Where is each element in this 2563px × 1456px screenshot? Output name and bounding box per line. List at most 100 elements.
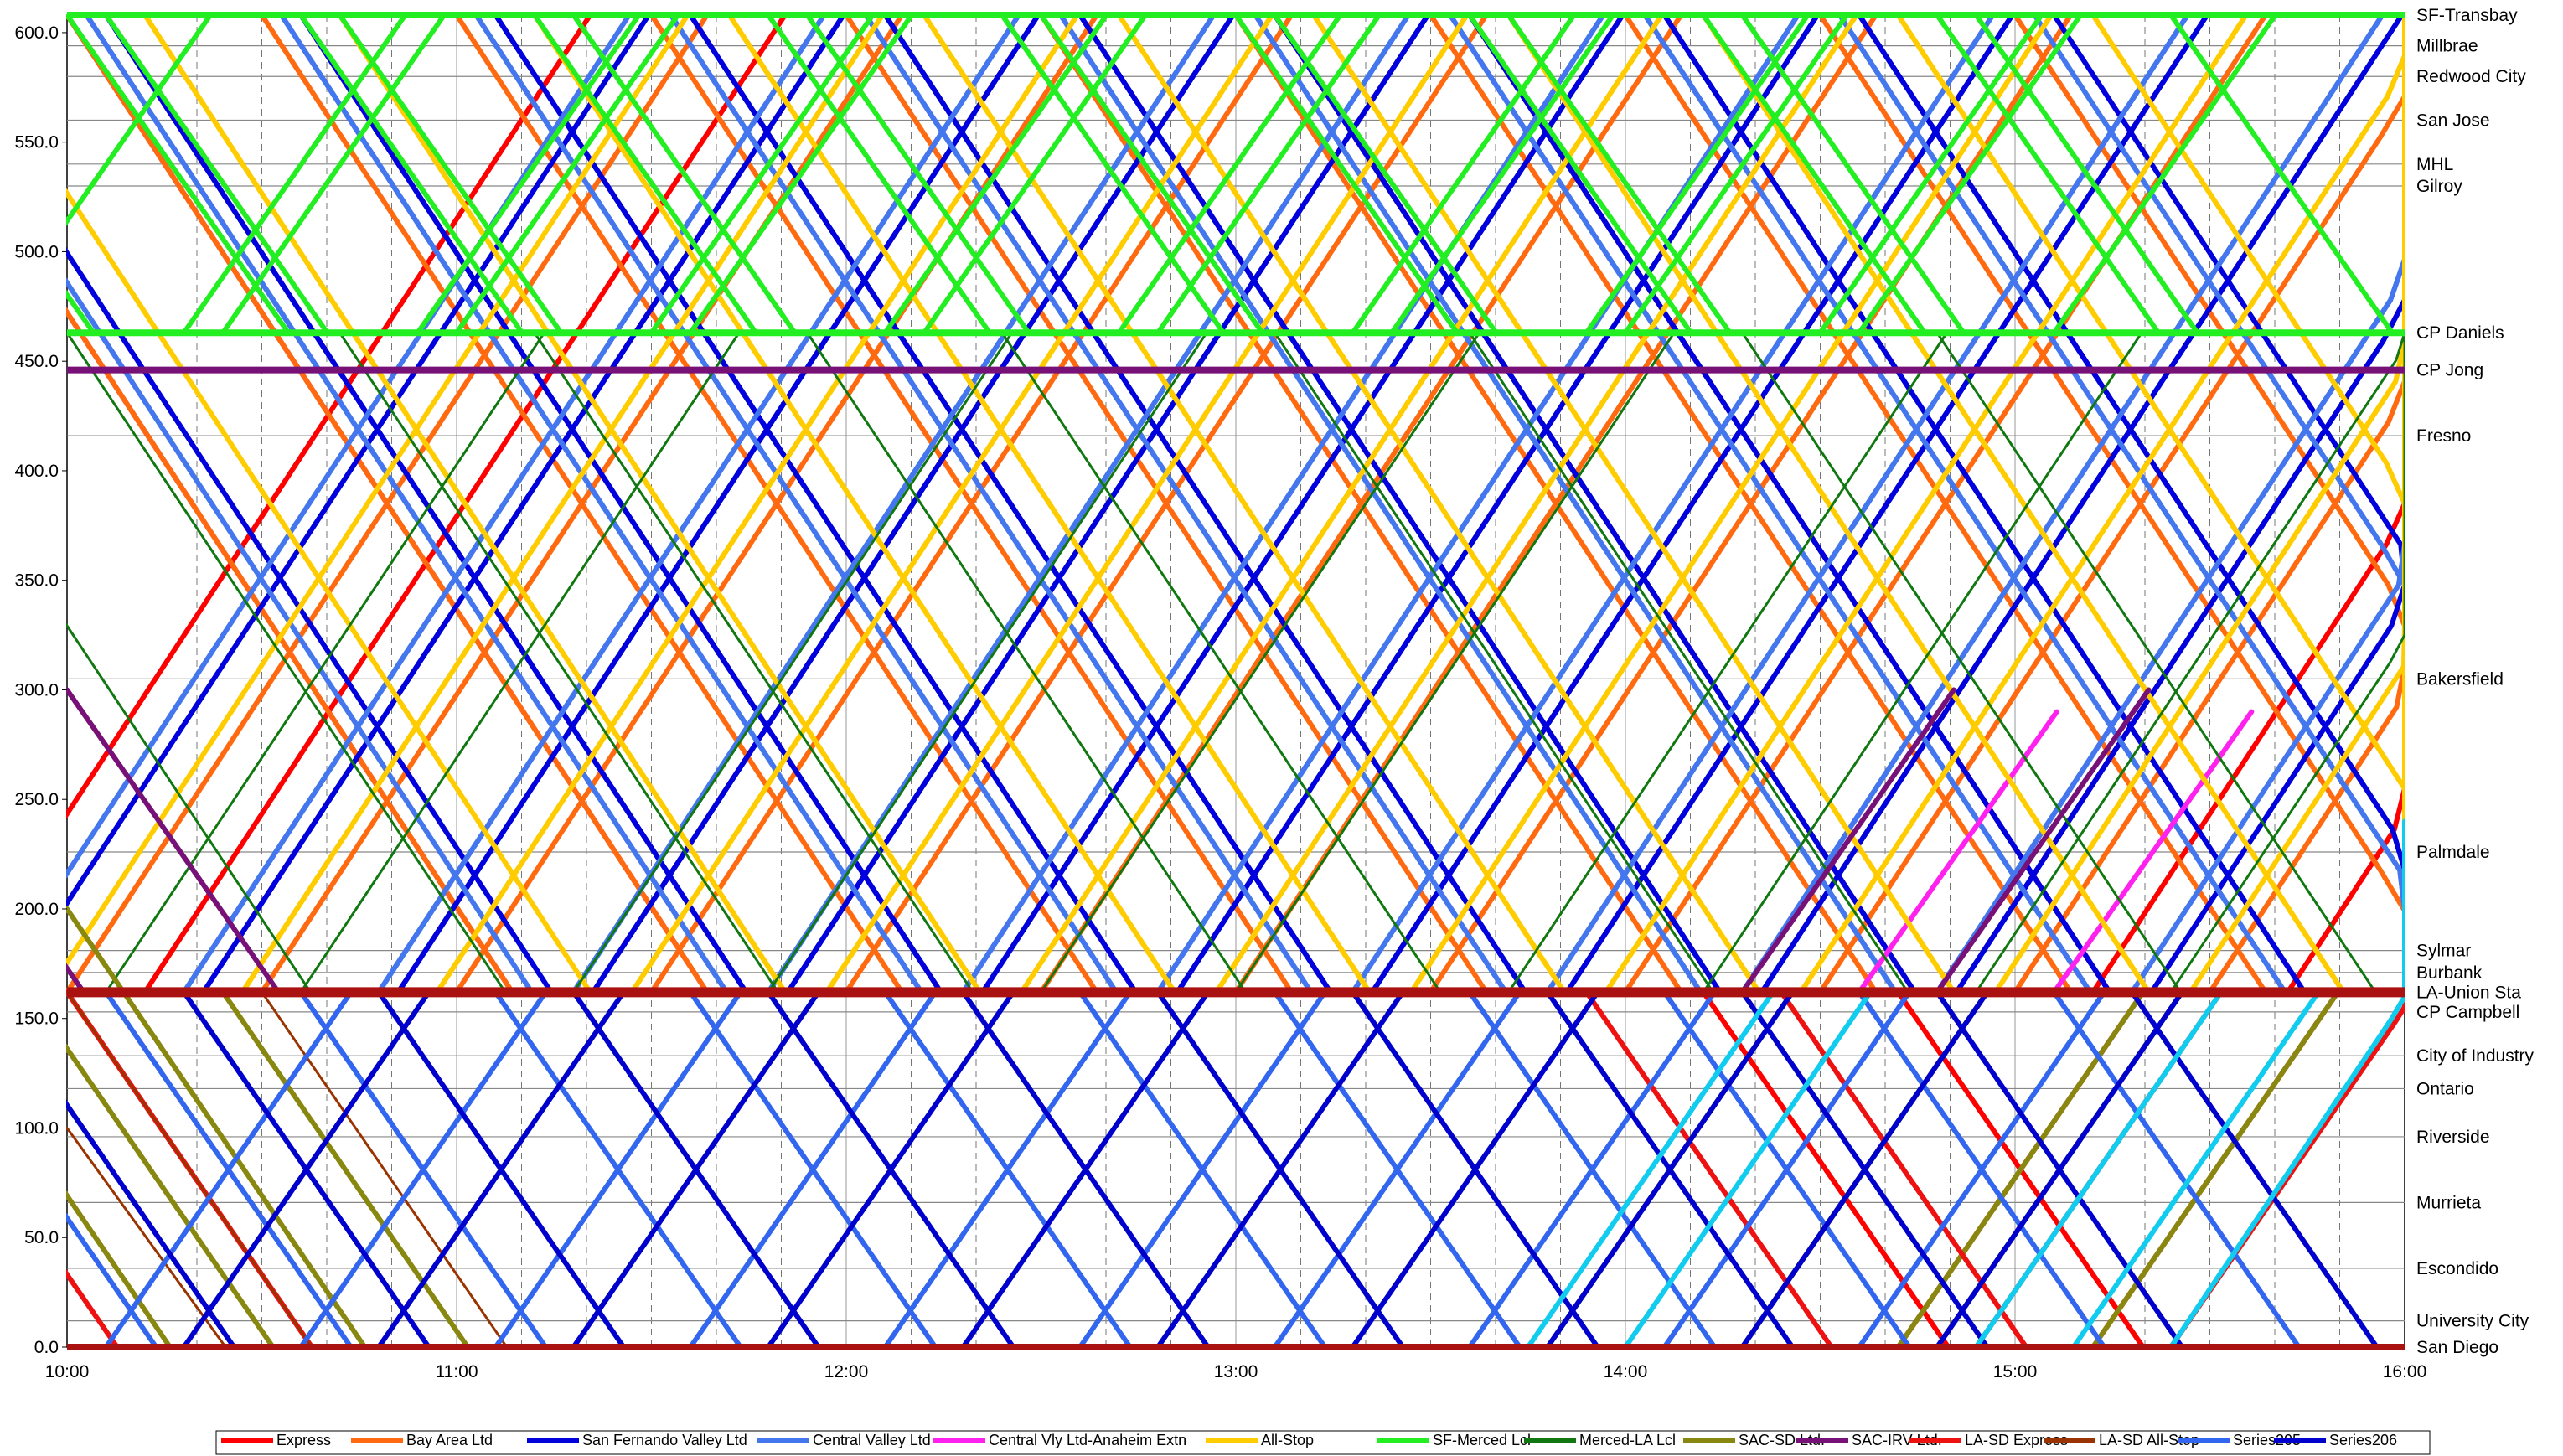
series-sf-merced-lcl-trip (181, 13, 408, 336)
series-sf-merced-lcl-trip (532, 13, 759, 336)
series-sf-merced-lcl-trip (922, 13, 1149, 336)
series-sac-irv-ltd--trip (1739, 687, 1956, 995)
series-all-stop-trip (337, 13, 983, 995)
station-label: CP Campbell (2416, 1003, 2519, 1022)
series-merced-la-lcl-trip (1507, 331, 1949, 994)
station-label: Sylmar (2416, 942, 2471, 961)
series-series205-trip (2051, 989, 2302, 1350)
station-label: Escondido (2416, 1259, 2498, 1278)
legend-label: Express (276, 1432, 331, 1448)
series-merced-la-lcl-trip (0, 522, 313, 994)
series-san-fernando-valley-ltd-trip (200, 13, 846, 995)
x-tick-label: 10:00 (45, 1362, 90, 1381)
series-all-stop-trip (1701, 13, 2346, 995)
station-label: SF-Transbay (2416, 6, 2518, 25)
series-sf-merced-lcl-trip (766, 13, 993, 336)
series-series206-trip (1350, 989, 1600, 1350)
station-label: MHL (2416, 155, 2453, 174)
y-tick-label: 300.0 (14, 680, 59, 700)
series-sf-merced-lcl-trip (1389, 13, 1616, 336)
series-series206-trip (1935, 989, 2185, 1350)
legend-label: LA-SD Express (1965, 1432, 2068, 1448)
series-merced-la-lcl-trip (1234, 331, 1676, 994)
legend-label: SF-Merced Lcl (1433, 1432, 1531, 1448)
series-san-fernando-valley-ltd-trip (785, 13, 1431, 995)
series-series206-trip (1155, 989, 1406, 1350)
series-series205-trip (298, 989, 549, 1350)
series-sf-merced-lcl-trip (1506, 13, 1733, 336)
series-express-trip (1701, 989, 1951, 1350)
series-central-valley-ltd-trip (278, 13, 924, 995)
series-sf-merced-lcl-trip (1233, 13, 1460, 336)
series-merced-la-lcl-trip (767, 331, 1208, 994)
series-la-sd-express-trip (1584, 989, 1834, 1350)
x-tick-label: 16:00 (2383, 1362, 2427, 1381)
x-tick-label: 11:00 (436, 1362, 478, 1381)
legend-label: SAC-SD Ltd. (1739, 1432, 1825, 1448)
station-label: Murrieta (2416, 1193, 2481, 1212)
series-san-fernando-valley-ltd-trip (1467, 13, 2112, 995)
series-merced-la-lcl-trip (806, 331, 1248, 994)
series-sf-merced-lcl-trip (571, 13, 798, 336)
series-merced-la-lcl-trip (2169, 331, 2406, 994)
series-series205-trip (103, 989, 354, 1350)
series-la-sd-express-trip (0, 1173, 120, 1350)
series-all-stop-trip (1506, 13, 2152, 995)
series-la-sd-all-stop-trip (65, 990, 313, 1349)
series-all-stop-trip (1603, 13, 2249, 995)
station-label: University City (2416, 1312, 2529, 1331)
series-series206-trip (376, 989, 627, 1350)
series-sf-merced-lcl-trip (688, 13, 915, 336)
series-merced-la-lcl-trip (1468, 331, 1909, 994)
series-sac-sd-ltd--trip (25, 989, 276, 1350)
series-cyan-trip (1623, 989, 1873, 1350)
station-label: Redwood City (2416, 67, 2526, 86)
series-sf-merced-lcl-trip (1817, 13, 2044, 336)
series-central-valley-ltd-trip (181, 13, 827, 995)
series-sf-merced-lcl-trip (1350, 13, 1577, 336)
series-series205-trip (882, 989, 1133, 1350)
series-series205-trip (1272, 989, 1522, 1350)
series-all-stop-trip (1992, 13, 2407, 995)
series-san-fernando-valley-ltd-trip (1661, 13, 2307, 995)
series-sf-merced-lcl-trip (1000, 13, 1227, 336)
series-sac-irv-ltd--trip (1935, 687, 2152, 995)
series-san-fernando-valley-ltd-trip (1369, 13, 2015, 995)
series-merced-la-lcl-trip (572, 331, 1014, 994)
series-sf-merced-lcl-trip (1935, 13, 2162, 336)
series-la-sd-all-stop-trip (261, 990, 509, 1349)
legend-label: Merced-LA Lcl (1579, 1432, 1676, 1448)
series-all-stop-trip (1213, 13, 1859, 995)
x-tick-label: 13:00 (1214, 1362, 1258, 1381)
y-tick-label: 200.0 (14, 900, 59, 919)
station-label: Burbank (2416, 963, 2483, 983)
series-sf-merced-lcl-trip (804, 13, 1031, 336)
legend-label: Central Valley Ltd (813, 1432, 931, 1448)
series-merced-la-lcl-trip (1741, 331, 2183, 994)
series-san-fernando-valley-ltd-trip (1077, 13, 1723, 995)
series-sf-merced-lcl-trip (1973, 13, 2200, 336)
series-sf-merced-lcl-trip (65, 13, 292, 336)
x-tick-label: 12:00 (824, 1362, 869, 1381)
y-tick-label: 600.0 (14, 23, 59, 43)
x-tick-label: 15:00 (1993, 1362, 2038, 1381)
series-merced-la-lcl-trip (1702, 331, 2143, 994)
series-central-valley-ltd-trip (84, 13, 730, 995)
series-cyan-trip (2168, 818, 2407, 1350)
series-series206-trip (2129, 989, 2380, 1350)
series-san-fernando-valley-ltd-trip (1759, 13, 2405, 995)
station-label: Fresno (2416, 426, 2471, 446)
series-series205-trip (1467, 989, 1718, 1350)
y-tick-label: 50.0 (24, 1228, 59, 1247)
station-label: Riverside (2416, 1128, 2490, 1147)
left-mask (0, 0, 66, 1456)
series-all-stop-trip (629, 13, 1275, 995)
series-all-stop-trip (532, 13, 1177, 995)
series-la-sd-all-stop-trip (65, 1127, 227, 1349)
y-tick-label: 450.0 (14, 352, 59, 371)
series-merced-la-lcl-trip (1975, 331, 2406, 994)
series-central-valley-ltd-trip (0, 175, 535, 995)
series-sac-sd-ltd--trip (220, 989, 471, 1350)
series-sac-sd-ltd--trip (1895, 989, 2146, 1350)
